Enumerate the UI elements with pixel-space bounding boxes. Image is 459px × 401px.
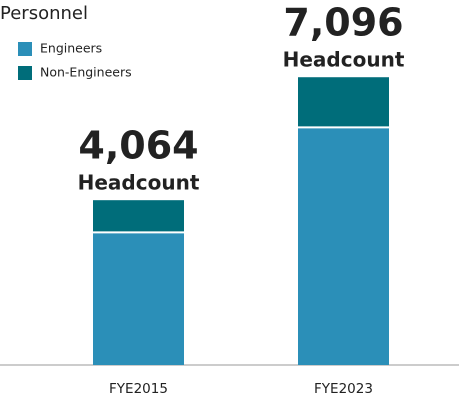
legend-swatch [18,42,32,56]
bar-segment [93,232,184,365]
legend-label: Non-Engineers [40,65,132,80]
total-caption: Headcount [78,171,200,195]
bar-segment [298,77,389,128]
chart-title: Personnel [0,3,88,24]
bar-segment [93,200,184,233]
total-label: 4,064 [78,124,198,168]
x-tick-label: FYE2023 [314,381,373,397]
total-caption: Headcount [283,48,405,72]
total-label: 7,096 [283,1,403,45]
x-tick-label: FYE2015 [109,381,168,397]
bar-segment [298,127,389,365]
legend-swatch [18,66,32,80]
legend-label: Engineers [40,41,102,56]
